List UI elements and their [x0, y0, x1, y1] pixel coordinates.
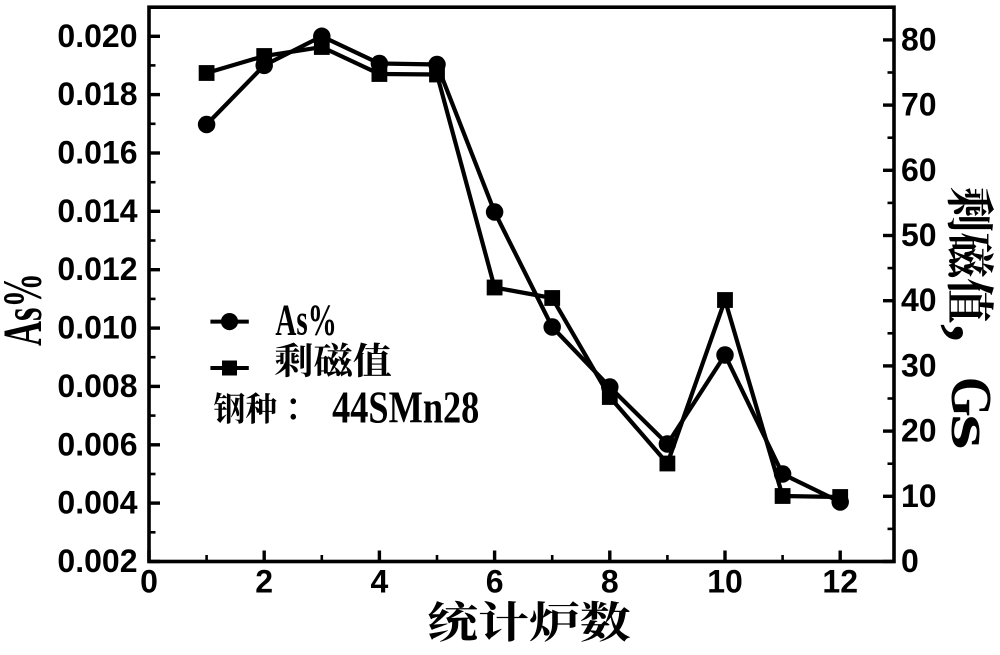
svg-text:0.018: 0.018 — [57, 76, 137, 112]
svg-text:0: 0 — [901, 543, 919, 579]
svg-text:10: 10 — [901, 478, 937, 514]
svg-text:8: 8 — [601, 563, 619, 599]
svg-text:30: 30 — [901, 347, 937, 383]
svg-text:0.016: 0.016 — [57, 135, 137, 171]
svg-text:44SMn28: 44SMn28 — [332, 383, 479, 433]
svg-text:80: 80 — [901, 21, 937, 57]
svg-text:60: 60 — [901, 152, 937, 188]
svg-text:4: 4 — [371, 563, 389, 599]
svg-text:0.010: 0.010 — [57, 310, 137, 346]
svg-text:40: 40 — [901, 282, 937, 318]
svg-text:6: 6 — [486, 563, 504, 599]
svg-text:2: 2 — [255, 563, 273, 599]
svg-text:50: 50 — [901, 217, 937, 253]
svg-text:70: 70 — [901, 87, 937, 123]
svg-text:0.004: 0.004 — [57, 485, 137, 521]
svg-text:20: 20 — [901, 413, 937, 449]
svg-text:G: G — [939, 377, 1000, 417]
svg-text:0.008: 0.008 — [57, 368, 137, 404]
svg-text:0.002: 0.002 — [57, 543, 137, 579]
svg-text:0.012: 0.012 — [57, 251, 137, 287]
svg-text:12: 12 — [822, 563, 858, 599]
svg-text:0.006: 0.006 — [57, 426, 137, 462]
svg-text:0: 0 — [140, 563, 158, 599]
svg-text:As%: As% — [275, 294, 336, 344]
svg-text:10: 10 — [707, 563, 743, 599]
svg-text:0.020: 0.020 — [57, 18, 137, 54]
svg-text:As%: As% — [0, 273, 53, 346]
svg-text:,: , — [935, 324, 1000, 343]
svg-text:s: s — [939, 414, 1000, 449]
svg-text:0.014: 0.014 — [57, 193, 137, 229]
